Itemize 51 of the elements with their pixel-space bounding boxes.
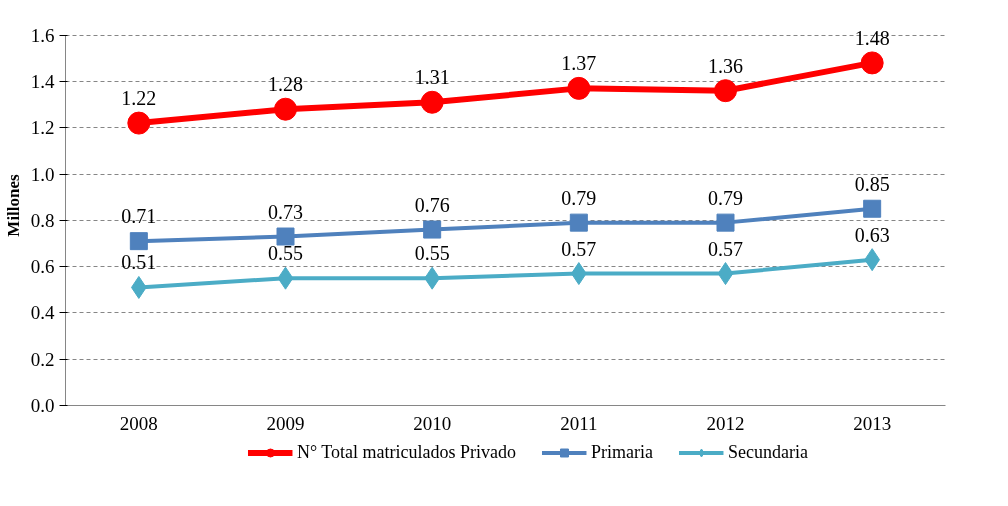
point xyxy=(127,111,151,135)
data-label: 0.55 xyxy=(268,242,303,265)
y-tick-label: 0.2 xyxy=(30,348,55,370)
y-tick-label: 1.0 xyxy=(30,163,55,185)
y-tick-label: 1.4 xyxy=(30,70,55,92)
data-label: 0.79 xyxy=(708,186,743,209)
y-tick-label: 0.8 xyxy=(30,209,55,231)
data-label: 0.55 xyxy=(414,242,450,265)
point xyxy=(716,213,735,232)
y-axis-title: Millones xyxy=(3,173,23,237)
data-label: 1.22 xyxy=(121,87,157,110)
point xyxy=(423,220,442,239)
y-tick-label: 0.0 xyxy=(30,395,55,416)
point xyxy=(274,97,297,121)
point xyxy=(717,262,734,286)
legend-label: N° Total matriculados Privado xyxy=(296,441,517,463)
data-label: 0.63 xyxy=(854,223,890,246)
data-label: 0.57 xyxy=(708,237,743,260)
data-label: 0.57 xyxy=(561,237,597,260)
x-tick-label: 2010 xyxy=(413,412,452,434)
point xyxy=(860,51,884,75)
point xyxy=(714,79,737,103)
data-label: 1.28 xyxy=(268,73,303,96)
data-label: 1.36 xyxy=(708,54,743,77)
point xyxy=(863,199,882,218)
x-tick-label: 2008 xyxy=(119,412,158,434)
data-label: 0.73 xyxy=(268,200,303,223)
data-label: 0.51 xyxy=(121,251,157,274)
y-tick-label: 1.2 xyxy=(30,117,55,139)
data-label: 0.76 xyxy=(414,193,450,216)
point xyxy=(276,227,295,246)
legend-label: Primaria xyxy=(591,441,654,463)
data-label: 1.48 xyxy=(854,26,890,49)
legend-label: Secundaria xyxy=(728,441,809,463)
point xyxy=(129,232,148,251)
data-label: 1.37 xyxy=(561,52,597,75)
point xyxy=(569,213,588,232)
x-tick-label: 2012 xyxy=(706,412,745,434)
y-tick-label: 0.6 xyxy=(30,256,55,278)
data-label: 0.85 xyxy=(854,172,890,195)
point xyxy=(567,76,591,100)
data-label: 0.71 xyxy=(121,205,157,228)
x-tick-label: 2009 xyxy=(266,412,305,434)
x-tick-label: 2011 xyxy=(560,412,598,434)
point xyxy=(277,266,294,290)
data-label: 0.79 xyxy=(561,186,597,209)
x-tick-label: 2013 xyxy=(853,412,892,434)
y-tick-label: 0.4 xyxy=(30,302,55,324)
data-label: 1.31 xyxy=(414,66,450,89)
y-tick-label: 1.6 xyxy=(30,24,55,46)
point xyxy=(420,90,444,114)
